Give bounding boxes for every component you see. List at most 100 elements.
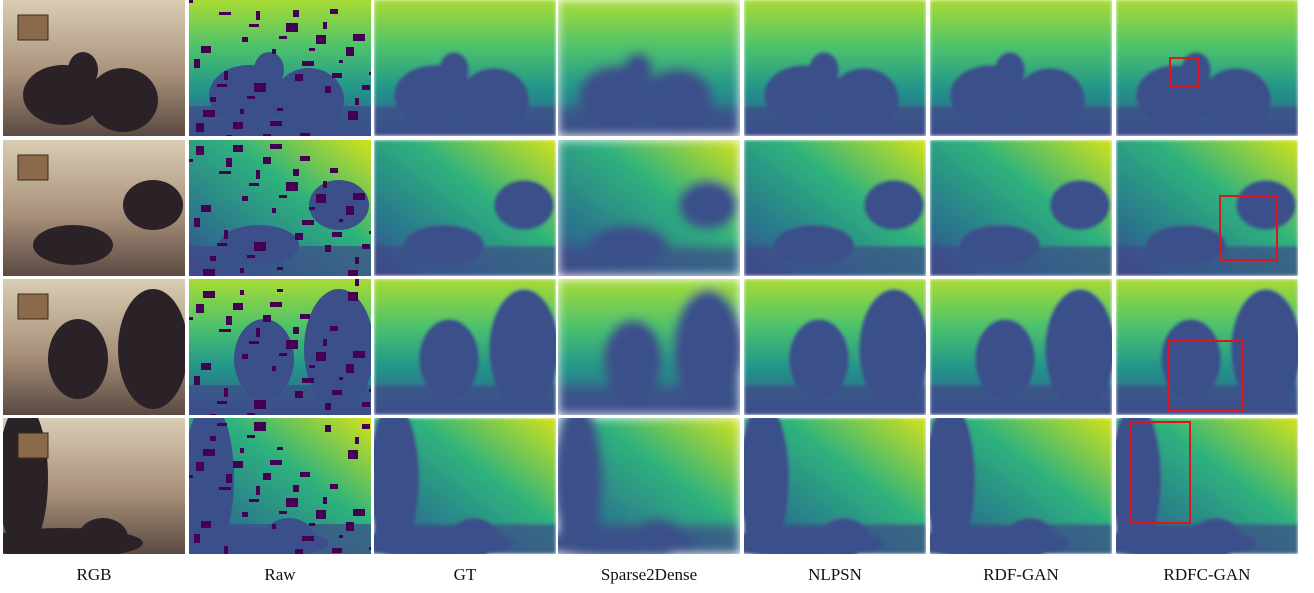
- missing-depth: [240, 268, 244, 273]
- missing-depth: [295, 74, 303, 81]
- missing-depth: [189, 317, 193, 320]
- depth-object: [809, 52, 839, 88]
- missing-depth: [240, 109, 244, 114]
- missing-depth: [325, 425, 331, 432]
- tile: [744, 140, 926, 276]
- missing-depth: [201, 46, 211, 53]
- missing-depth: [210, 97, 216, 102]
- missing-depth: [302, 378, 314, 383]
- missing-depth: [263, 315, 271, 322]
- tile-content: [3, 279, 188, 415]
- depth-object: [1146, 225, 1226, 265]
- missing-depth: [224, 546, 228, 555]
- tile-content: [189, 140, 381, 279]
- missing-depth: [302, 220, 314, 225]
- missing-depth: [332, 232, 342, 237]
- depth-object: [1050, 180, 1110, 230]
- missing-depth: [272, 49, 276, 54]
- depth-object: [439, 52, 469, 88]
- missing-depth: [348, 292, 358, 301]
- tile: [3, 279, 188, 415]
- missing-depth: [300, 156, 310, 161]
- missing-depth: [346, 364, 354, 373]
- missing-depth: [263, 134, 271, 141]
- tile-content: [930, 279, 1115, 415]
- missing-depth: [233, 122, 243, 129]
- missing-depth: [279, 511, 287, 514]
- missing-depth: [300, 314, 310, 319]
- tile-content: [374, 0, 556, 136]
- tile: [744, 0, 926, 136]
- tile-content: [1116, 140, 1298, 276]
- missing-depth: [249, 24, 259, 27]
- rgb-object: [123, 180, 183, 230]
- missing-depth: [194, 376, 200, 385]
- missing-depth: [217, 243, 227, 246]
- missing-depth: [217, 423, 227, 426]
- missing-depth: [355, 98, 359, 105]
- missing-depth: [240, 448, 244, 453]
- figure: RGBRawGTSparse2DenseNLPSNRDF-GANRDFC-GAN: [0, 0, 1314, 593]
- column-label: Sparse2Dense: [601, 565, 697, 584]
- missing-depth: [277, 108, 283, 111]
- missing-depth: [247, 435, 255, 438]
- depth-object: [1096, 528, 1256, 558]
- missing-depth: [293, 10, 299, 17]
- tile: [930, 0, 1112, 136]
- missing-depth: [353, 193, 365, 200]
- missing-depth: [254, 83, 266, 92]
- rgb-object: [68, 52, 98, 88]
- missing-depth: [295, 391, 303, 398]
- missing-depth: [325, 245, 331, 252]
- depth-object: [404, 225, 484, 265]
- tile: [538, 403, 740, 558]
- depth-object: [354, 528, 514, 558]
- missing-depth: [256, 486, 260, 495]
- tile: [3, 140, 185, 276]
- missing-depth: [226, 316, 232, 325]
- missing-depth: [249, 341, 259, 344]
- missing-depth: [293, 485, 299, 492]
- depth-object: [1236, 180, 1296, 230]
- tile-content: [930, 0, 1112, 136]
- tile: [1096, 403, 1298, 558]
- rgb-window: [18, 155, 48, 180]
- tile: [558, 0, 740, 136]
- missing-depth: [247, 96, 255, 99]
- missing-depth: [286, 498, 298, 507]
- missing-depth: [293, 327, 299, 334]
- missing-depth: [219, 329, 231, 332]
- missing-depth: [286, 182, 298, 191]
- tile: [189, 0, 381, 144]
- missing-depth: [339, 377, 343, 380]
- tile-content: [374, 140, 556, 276]
- missing-depth: [309, 48, 315, 51]
- missing-depth: [316, 194, 326, 203]
- tile: [189, 279, 381, 419]
- missing-depth: [224, 71, 228, 80]
- missing-depth: [196, 304, 204, 313]
- missing-depth: [330, 168, 338, 173]
- missing-depth: [346, 522, 354, 531]
- missing-depth: [293, 169, 299, 176]
- missing-depth: [203, 291, 215, 298]
- missing-depth: [355, 437, 359, 444]
- missing-depth: [330, 9, 338, 14]
- missing-depth: [362, 244, 370, 249]
- missing-depth: [353, 351, 365, 358]
- tile-content: [374, 279, 559, 415]
- tile: [354, 403, 556, 558]
- missing-depth: [201, 521, 211, 528]
- missing-depth: [309, 365, 315, 368]
- missing-depth: [279, 36, 287, 39]
- missing-depth: [302, 536, 314, 541]
- missing-depth: [339, 60, 343, 63]
- missing-depth: [277, 289, 283, 292]
- depth-object: [494, 180, 554, 230]
- missing-depth: [316, 510, 326, 519]
- column-label: RGB: [77, 565, 112, 584]
- missing-depth: [203, 449, 215, 456]
- missing-depth: [242, 37, 248, 42]
- tile-content: [3, 0, 185, 136]
- missing-depth: [339, 219, 343, 222]
